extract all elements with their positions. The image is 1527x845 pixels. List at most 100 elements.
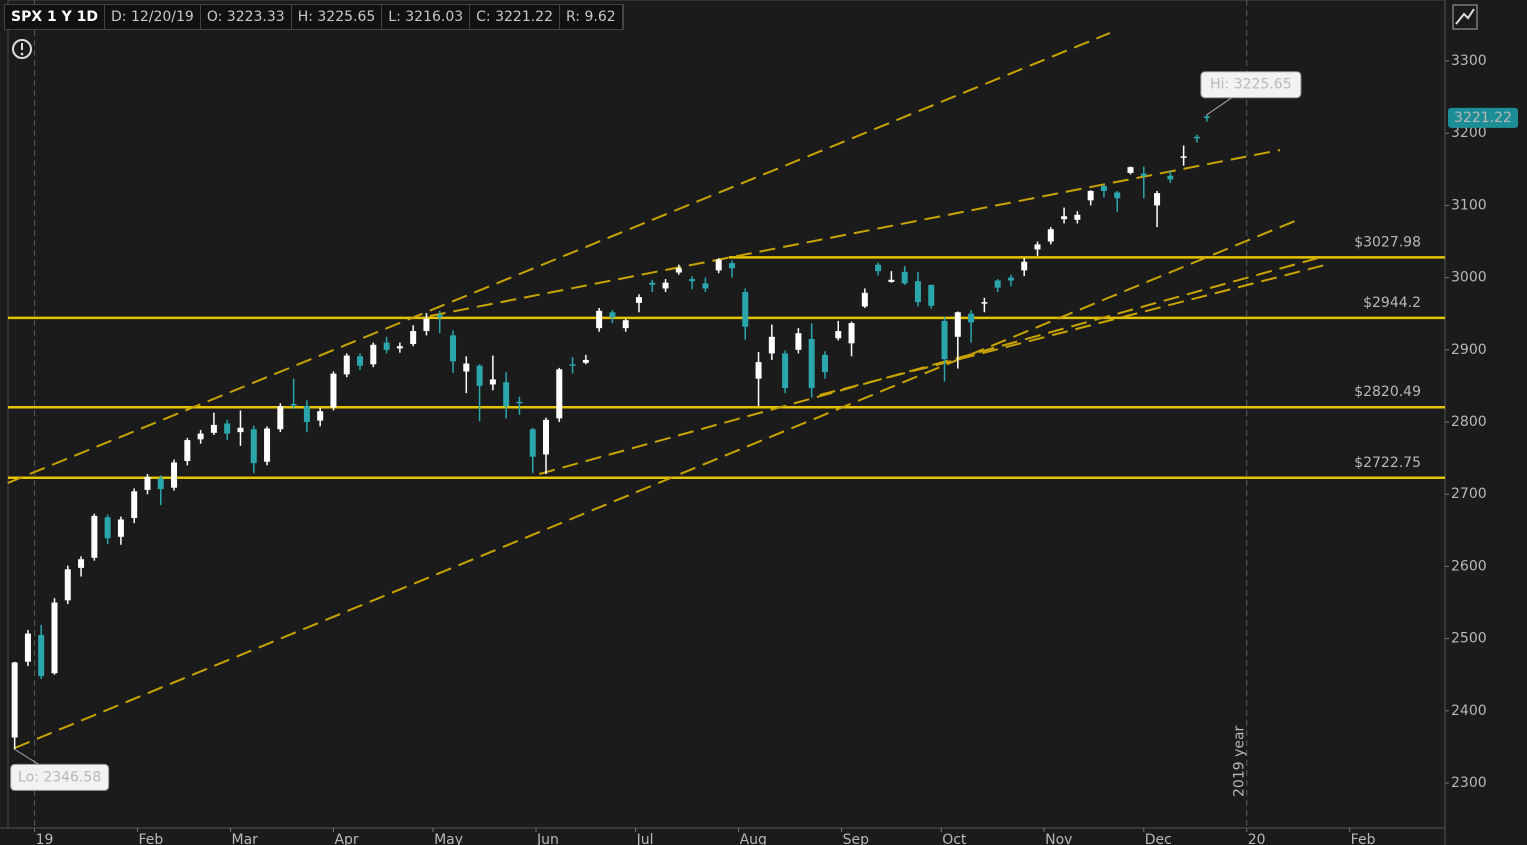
x-tick-label: May [434,832,463,845]
header-field: O: 3223.33 [201,5,292,29]
y-tick-label: 2500 [1451,631,1487,647]
candle-body [529,429,536,457]
candle-body [290,403,297,406]
candle-body [941,320,948,360]
level-label: $2722.75 [1354,455,1421,471]
callout-label: Lo: 2346.58 [18,769,101,785]
callout-label: Hi: 3225.65 [1210,77,1291,93]
y-tick-label: 2900 [1451,342,1487,358]
candle-body [609,312,616,318]
style-icon[interactable] [1452,4,1478,30]
candle-body [901,271,908,284]
y-tick-label: 2800 [1451,414,1487,430]
candle-body [436,315,443,318]
candle-body [954,312,961,337]
y-tick-label: 2400 [1451,703,1487,719]
year-label: 2019 year [1232,725,1248,797]
candle-body [1203,116,1210,118]
level-label: $3027.98 [1354,234,1421,250]
candle-body [264,428,271,462]
candle-body [78,559,85,568]
x-tick-label: Sep [843,832,870,845]
candle-body [1074,214,1081,220]
candle-body [410,331,417,345]
candle-body [1007,277,1014,281]
alert-dot[interactable] [20,52,24,56]
candle-body [463,363,470,372]
header-field: SPX 1 Y 1D [5,5,106,29]
candle-body [237,427,244,433]
style-box[interactable] [1452,4,1478,30]
x-tick-label: Feb [1351,832,1376,845]
candle-body [224,423,231,434]
candle-body [144,476,151,490]
header-field: L: 3216.03 [382,5,471,29]
y-tick-label: 2300 [1451,775,1487,791]
candle-body [569,364,576,366]
trend-line [539,257,1319,475]
candle-body [370,344,377,365]
style-glyph[interactable] [1455,8,1475,25]
candle-body [875,264,882,272]
candle-body [171,462,178,488]
candle-body [210,424,217,433]
candle-body [768,336,775,354]
candle-body [968,313,975,323]
x-tick-label: Jul [636,832,654,845]
x-tick-label: Mar [232,832,259,845]
candle-body [808,338,815,389]
candle-body [303,406,310,423]
candle-body [994,280,1001,288]
header-field: C: 3221.22 [470,5,560,29]
candle-body [914,281,921,303]
trend-line [429,149,1281,318]
candle-body [64,569,71,601]
candle-body [51,602,58,674]
x-tick-label: 20 [1248,832,1266,845]
candle-body [1193,136,1200,139]
candle-body [689,279,696,282]
candle-body [662,282,669,289]
y-tick-label: 3300 [1451,53,1487,69]
header-field: H: 3225.65 [292,5,383,29]
candle-body [503,382,510,407]
candle-body [1021,261,1028,271]
x-tick-label: Aug [740,832,767,845]
x-tick-label: Jun [536,832,559,845]
candle-body [821,354,828,373]
candle-body [250,429,257,464]
price-tag-label: 3221.22 [1454,110,1512,126]
header-field: R: 9.62 [560,5,623,29]
y-tick-label: 3000 [1451,270,1487,286]
candle-body [728,263,735,269]
trend-line [819,264,1326,396]
candle-body [423,318,430,332]
candle-body [157,478,164,490]
candle-body [928,284,935,306]
level-label: $2944.2 [1363,295,1421,311]
alert-circle[interactable] [12,39,32,59]
candle-body [357,356,364,366]
candle-body [104,517,111,539]
candle-body [742,292,749,327]
candle-body [543,419,550,455]
callout-box [10,763,110,791]
candle-body [1127,167,1134,173]
candle-body [715,259,722,271]
price-tag [1448,107,1518,128]
candle-body [330,373,337,408]
candle-body [489,379,496,385]
candle-body [131,491,138,519]
candle-body [582,359,589,363]
candle-body [622,320,629,329]
candle-body [1100,185,1107,191]
candle-body [1167,175,1174,180]
candle-body [596,310,603,329]
x-tick-label: Apr [334,832,358,845]
x-tick-label: Nov [1045,832,1072,845]
alert-icon[interactable] [12,39,32,59]
x-tick-label: Dec [1145,832,1172,845]
candle-body [1047,229,1054,242]
candle-body [343,355,350,375]
level-label: $2820.49 [1354,384,1421,400]
